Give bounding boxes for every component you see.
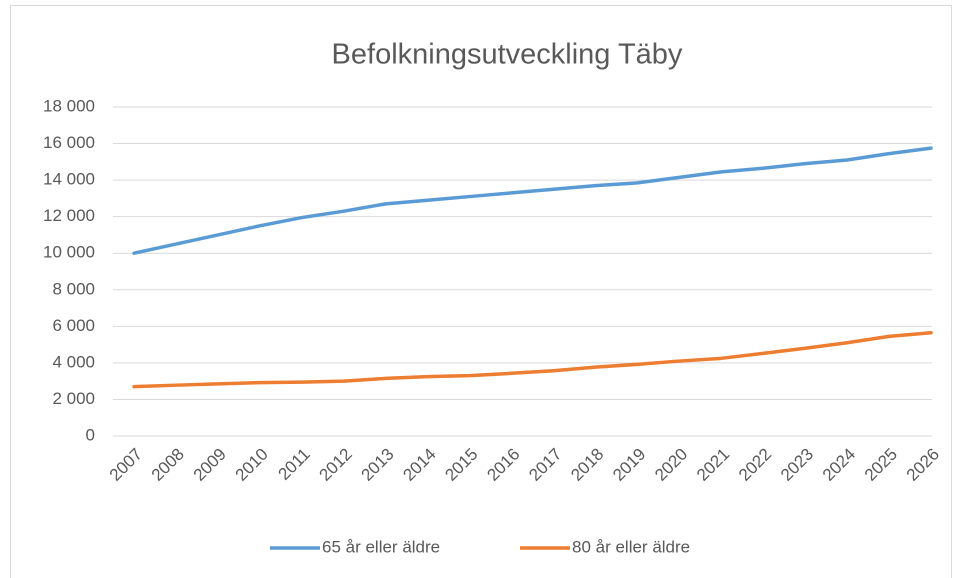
legend-label: 65 år eller äldre: [322, 537, 440, 556]
y-tick-label: 0: [86, 425, 95, 444]
y-tick-label: 4 000: [52, 352, 95, 371]
y-tick-label: 6 000: [52, 316, 95, 335]
chart-title: Befolkningsutveckling Täby: [332, 39, 683, 71]
y-tick-label: 16 000: [43, 133, 95, 152]
y-tick-label: 2 000: [52, 389, 95, 408]
y-tick-label: 10 000: [43, 243, 95, 262]
y-tick-label: 12 000: [43, 206, 95, 225]
chart-frame: [10, 5, 952, 578]
legend-label: 80 år eller äldre: [572, 537, 690, 556]
y-tick-label: 18 000: [43, 96, 95, 115]
y-tick-label: 14 000: [43, 170, 95, 189]
y-tick-label: 8 000: [52, 279, 95, 298]
series-line: [132, 146, 933, 255]
series-line: [132, 330, 933, 389]
